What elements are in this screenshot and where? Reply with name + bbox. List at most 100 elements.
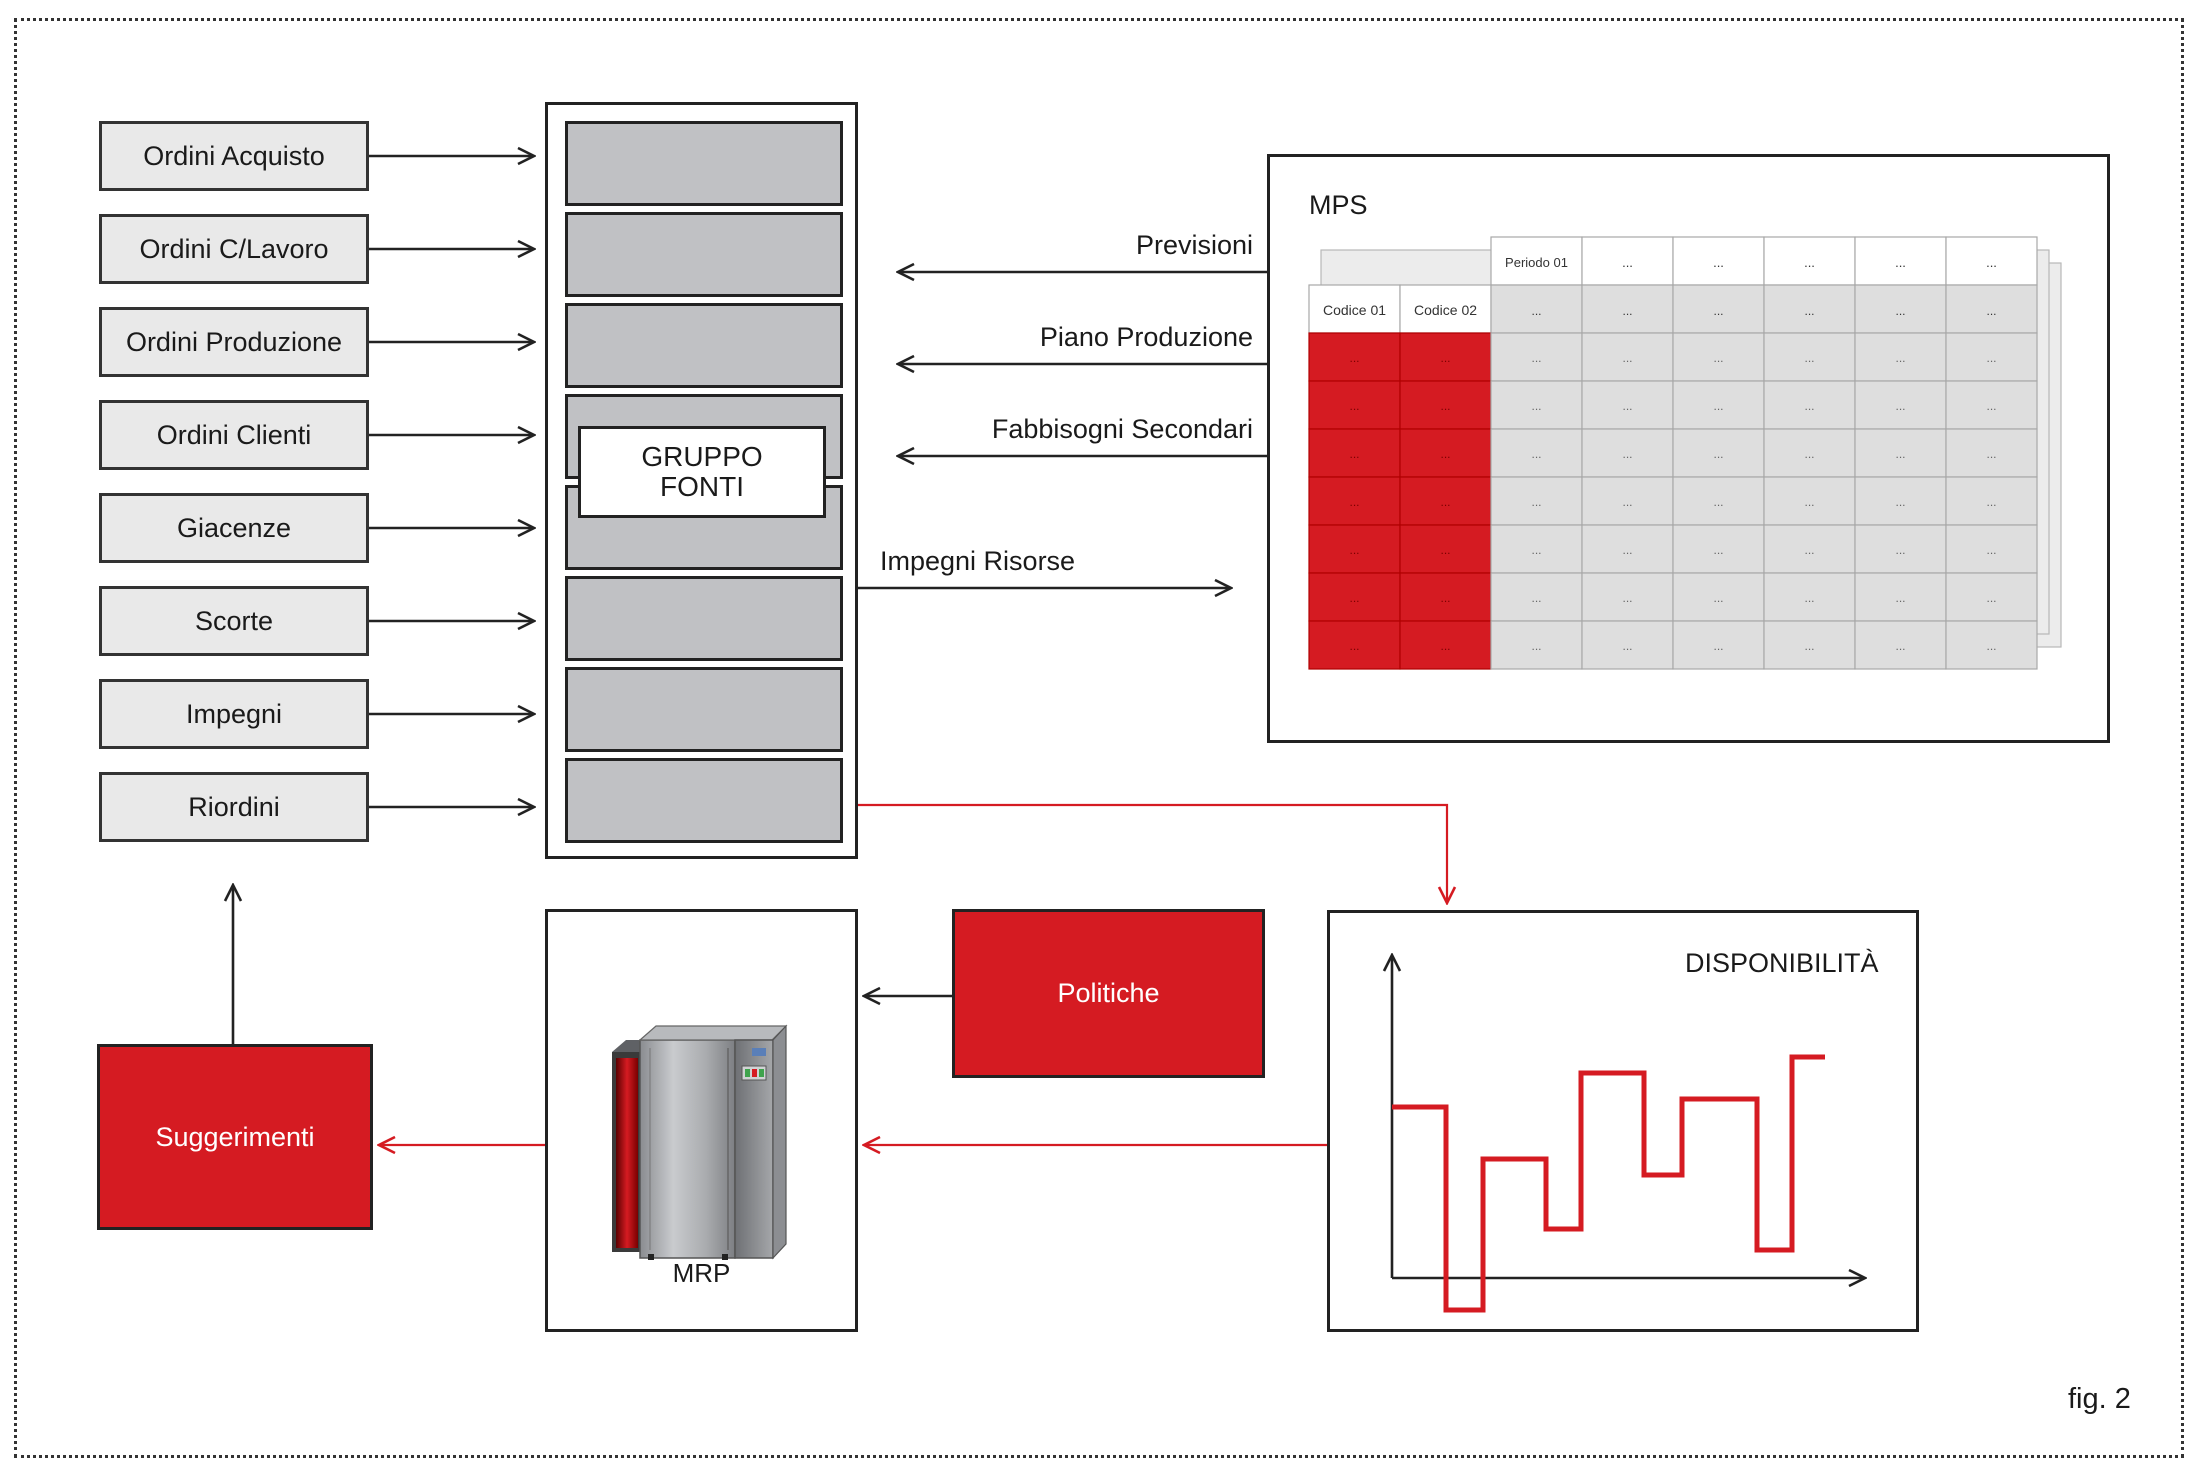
source-scorte: Scorte xyxy=(99,586,369,656)
politiche-box: Politiche xyxy=(952,909,1265,1078)
mps-period-header-text: ... xyxy=(1713,255,1724,270)
source-impegni: Impegni xyxy=(99,679,369,749)
mps-cell-text: ... xyxy=(1622,495,1632,509)
mps-cell-text: ... xyxy=(1531,447,1541,461)
mps-grid: Periodo 01............ ... Codice 01 Codice… xyxy=(1308,236,2062,670)
source-label: Ordini C/Lavoro xyxy=(139,233,329,264)
mps-cell-text: ... xyxy=(1531,495,1541,509)
mps-cell-text: ... xyxy=(1440,351,1450,365)
mps-title: MPS xyxy=(1309,190,1368,220)
mps-cell-text: ... xyxy=(1713,543,1723,557)
mps-period-header-text: ... xyxy=(1622,255,1633,270)
gruppo-line1: GRUPPO xyxy=(641,441,763,472)
mps-cell xyxy=(1490,476,1583,526)
mps-cell-text: ... xyxy=(1622,351,1632,365)
arrow-to-disponibilita xyxy=(858,803,1447,903)
mps-period-header-cell xyxy=(1945,236,2038,286)
mps-cell-text: ... xyxy=(1349,351,1359,365)
mrp-label: MRP xyxy=(672,1258,731,1288)
mps-cell xyxy=(1581,428,1674,478)
mps-cell-text: ... xyxy=(1349,399,1359,413)
source-label: Ordini Acquisto xyxy=(143,140,325,171)
server-icon xyxy=(612,1024,788,1260)
mps-cell xyxy=(1945,620,2038,670)
mps-cell xyxy=(1490,620,1583,670)
mps-cell xyxy=(1854,380,1947,430)
mps-cell xyxy=(1672,284,1765,334)
mps-cell-text: ... xyxy=(1804,447,1814,461)
suggerimenti-label: Suggerimenti xyxy=(155,1121,315,1152)
source-arrows xyxy=(369,156,534,807)
mps-cell xyxy=(1945,476,2038,526)
mps-cell-text: ... xyxy=(1713,351,1723,365)
mps-period-header-cell xyxy=(1581,236,1674,286)
mps-cell-text: ... xyxy=(1440,399,1450,413)
mps-cell-text: ... xyxy=(1804,591,1814,605)
mps-period-header-cell xyxy=(1672,236,1765,286)
mps-cell xyxy=(1672,572,1765,622)
mps-cell xyxy=(1763,380,1856,430)
mps-cell-text: ... xyxy=(1531,399,1541,413)
source-ordini-acquisto: Ordini Acquisto xyxy=(99,121,369,191)
mps-cell-text: ... xyxy=(1804,543,1814,557)
mps-cell-text: ... xyxy=(1349,543,1359,557)
mps-cell-text: ... xyxy=(1713,399,1723,413)
figure-label: fig. 2 xyxy=(2068,1383,2131,1415)
mps-cell-text: ... xyxy=(1531,543,1541,557)
mps-cell-text: ... xyxy=(1804,399,1814,413)
mps-cell-text: ... xyxy=(1531,304,1541,318)
mps-cell-text: ... xyxy=(1531,639,1541,653)
mps-period-header-text: ... xyxy=(1895,255,1906,270)
mps-cell xyxy=(1672,332,1765,382)
mps-code-cell xyxy=(1308,428,1401,478)
mps-cell-text: ... xyxy=(1986,543,1996,557)
disponibilita-title: DISPONIBILITÀ xyxy=(1685,948,1879,978)
mps-cell-text: ... xyxy=(1440,543,1450,557)
mps-cell-text: ... xyxy=(1622,591,1632,605)
politiche-label: Politiche xyxy=(1057,978,1160,1008)
stack-slot xyxy=(565,303,843,388)
flow-label-previsioni: Previsioni xyxy=(1135,230,1253,260)
mps-cell-text: ... xyxy=(1804,639,1814,653)
flow-label-fabbisogni-secondari: Fabbisogni Secondari xyxy=(991,414,1253,444)
figure-frame xyxy=(14,18,2184,1458)
mps-cell xyxy=(1854,524,1947,574)
mps-cell-text: ... xyxy=(1986,447,1996,461)
mps-cell-text: ... xyxy=(1622,304,1632,318)
source-ordini-clavoro: Ordini C/Lavoro xyxy=(99,214,369,284)
mps-cell-text: ... xyxy=(1804,351,1814,365)
mps-cell-text: ... xyxy=(1986,591,1996,605)
mps-cell-text: ... xyxy=(1895,304,1905,318)
gruppo-line2: FONTI xyxy=(660,471,744,502)
mps-cell xyxy=(1854,332,1947,382)
mps-code-cell xyxy=(1399,428,1492,478)
mps-cell xyxy=(1763,284,1856,334)
mps-cell xyxy=(1763,572,1856,622)
mps-code-header-cell xyxy=(1399,284,1492,334)
mps-cell-text: ... xyxy=(1349,591,1359,605)
mps-period-header-cell xyxy=(1854,236,1947,286)
mps-code-cell xyxy=(1399,620,1492,670)
disponibilita-step-line xyxy=(1392,1054,1825,1313)
mps-cell-text: ... xyxy=(1531,591,1541,605)
mps-cell xyxy=(1581,284,1674,334)
stack-slot xyxy=(565,576,843,661)
mps-code-cell xyxy=(1308,380,1401,430)
disponibilita-box xyxy=(1327,910,1919,1332)
mps-cell-text: ... xyxy=(1895,495,1905,509)
mps-cell-text: ... xyxy=(1986,639,1996,653)
mps-cell-text: ... xyxy=(1349,639,1359,653)
mps-code-cell xyxy=(1308,332,1401,382)
mps-cell-text: ... xyxy=(1986,304,1996,318)
mps-cell xyxy=(1490,428,1583,478)
mps-cell xyxy=(1763,476,1856,526)
mps-cell-text: ... xyxy=(1804,304,1814,318)
mps-period-header-cell xyxy=(1763,236,1856,286)
flow-label-impegni-risorse: Impegni Risorse xyxy=(880,546,1076,576)
source-label: Giacenze xyxy=(176,512,292,543)
stack-slot xyxy=(565,121,843,206)
mps-code-header-text: Codice 02 xyxy=(1414,302,1477,318)
mps-cell-text: ... xyxy=(1713,304,1723,318)
mps-cell-text: ... xyxy=(1622,543,1632,557)
mps-cell-text: ... xyxy=(1986,399,1996,413)
